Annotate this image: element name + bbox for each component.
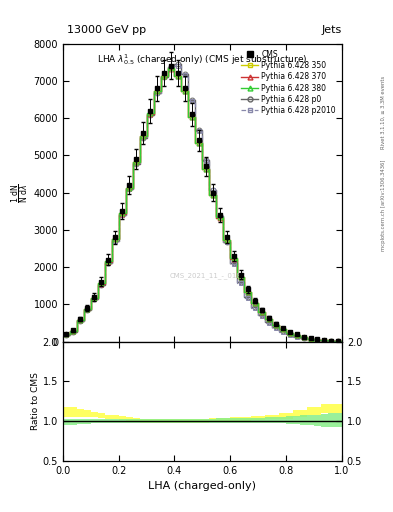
Legend: CMS, Pythia 6.428 350, Pythia 6.428 370, Pythia 6.428 380, Pythia 6.428 p0, Pyth: CMS, Pythia 6.428 350, Pythia 6.428 370,… [239, 47, 338, 117]
Text: Jets: Jets [321, 25, 342, 35]
Text: 13000 GeV pp: 13000 GeV pp [67, 25, 146, 35]
Text: CMS_2021_11_-_0187: CMS_2021_11_-_0187 [170, 272, 246, 280]
Y-axis label: $\frac{1}{\mathrm{N}} \frac{\mathrm{dN}}{\mathrm{d}\lambda}$: $\frac{1}{\mathrm{N}} \frac{\mathrm{dN}}… [9, 183, 31, 203]
Text: LHA $\lambda^1_{0.5}$ (charged only) (CMS jet substructure): LHA $\lambda^1_{0.5}$ (charged only) (CM… [97, 52, 308, 68]
X-axis label: LHA (charged-only): LHA (charged-only) [149, 481, 256, 491]
Y-axis label: Ratio to CMS: Ratio to CMS [31, 372, 40, 430]
Text: mcplots.cern.ch [arXiv:1306.3436]: mcplots.cern.ch [arXiv:1306.3436] [381, 159, 386, 250]
Text: Rivet 3.1.10, ≥ 3.3M events: Rivet 3.1.10, ≥ 3.3M events [381, 76, 386, 150]
